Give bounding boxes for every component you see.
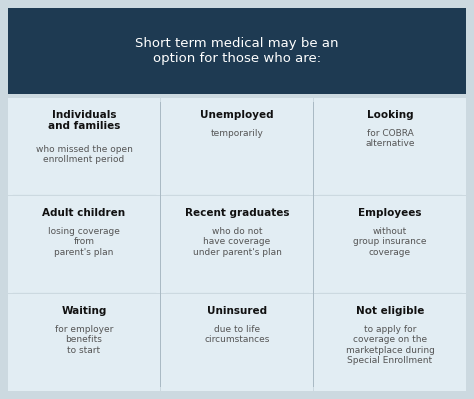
- Text: Uninsured: Uninsured: [207, 306, 267, 316]
- Text: Looking: Looking: [367, 110, 413, 120]
- Text: Individuals
and families: Individuals and families: [48, 110, 120, 131]
- Text: who do not
have coverage
under parent's plan: who do not have coverage under parent's …: [192, 227, 282, 257]
- Text: due to life
circumstances: due to life circumstances: [204, 325, 270, 344]
- Text: temporarily: temporarily: [210, 129, 264, 138]
- Text: Unemployed: Unemployed: [200, 110, 274, 120]
- Text: without
group insurance
coverage: without group insurance coverage: [353, 227, 427, 257]
- Text: Employees: Employees: [358, 207, 422, 217]
- Text: Not eligible: Not eligible: [356, 306, 424, 316]
- Text: to apply for
coverage on the
marketplace during
Special Enrollment: to apply for coverage on the marketplace…: [346, 325, 435, 365]
- Text: for COBRA
alternative: for COBRA alternative: [365, 129, 415, 148]
- Text: Waiting: Waiting: [61, 306, 107, 316]
- Text: Adult children: Adult children: [43, 207, 126, 217]
- Text: for employer
benefits
to start: for employer benefits to start: [55, 325, 113, 355]
- Text: Short term medical may be an
option for those who are:: Short term medical may be an option for …: [135, 37, 339, 65]
- Text: losing coverage
from
parent's plan: losing coverage from parent's plan: [48, 227, 120, 257]
- Text: Recent graduates: Recent graduates: [185, 207, 289, 217]
- Text: who missed the open
enrollment period: who missed the open enrollment period: [36, 144, 132, 164]
